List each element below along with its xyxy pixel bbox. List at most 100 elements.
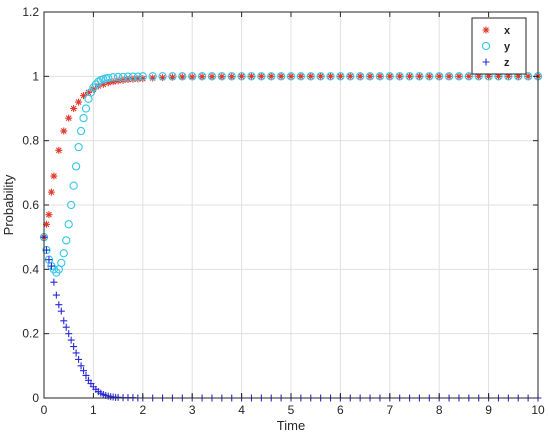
series-x-point <box>327 72 335 80</box>
series-y-point <box>188 72 197 81</box>
series-x-point <box>415 72 423 80</box>
series-x-point <box>514 72 522 80</box>
legend-y-label: y <box>504 41 511 53</box>
series-y-point <box>435 72 444 81</box>
series-y-point <box>425 72 434 81</box>
series-x-point <box>485 72 493 80</box>
series-z-point <box>82 371 90 379</box>
series-y-point <box>523 72 533 81</box>
series-x-point <box>60 127 68 135</box>
series-x-point <box>356 72 364 80</box>
series-z-point <box>77 362 85 370</box>
series-z-point <box>55 301 63 309</box>
series-x-point <box>307 72 315 80</box>
x-tick-label: 10 <box>531 403 545 417</box>
x-tick-label: 1 <box>90 403 97 417</box>
series-z-point <box>60 317 68 325</box>
series-y-point <box>346 72 355 81</box>
series-x-point <box>149 74 157 82</box>
series-x-point <box>257 72 265 80</box>
series-z-point <box>80 367 88 375</box>
series-y-point <box>316 72 325 81</box>
series-y-point <box>356 72 365 81</box>
series-x <box>40 72 542 241</box>
series-x-point <box>277 72 285 80</box>
series-x-point <box>494 72 502 80</box>
series-x-point <box>475 72 483 80</box>
series-x-point <box>386 72 394 80</box>
series-y-point <box>296 72 306 81</box>
series-y-point <box>375 72 385 81</box>
series-y-point <box>86 88 96 97</box>
series-y-point <box>123 72 133 81</box>
legend-z-label: z <box>504 57 510 69</box>
series-y-point <box>227 72 236 81</box>
series-y-point <box>91 80 101 89</box>
series-x-point <box>42 220 50 228</box>
y-tick-label: 0.4 <box>22 262 39 276</box>
series-x-point <box>99 80 107 88</box>
series-y-point <box>138 72 147 81</box>
legend-y-marker <box>481 41 491 51</box>
series-y-point <box>168 72 177 81</box>
x-axis-label: Time <box>277 418 305 433</box>
series-x-point <box>425 72 433 80</box>
series-x-point <box>218 73 226 81</box>
series-y-point <box>59 249 68 258</box>
series-x-point <box>188 73 196 81</box>
series-y-point <box>415 72 424 81</box>
y-tick-label: 0.8 <box>22 134 39 148</box>
x-tick-label: 9 <box>485 403 492 417</box>
series-x-point <box>376 72 384 80</box>
series-y-point <box>67 200 76 210</box>
x-tick-label: 6 <box>337 403 344 417</box>
series-y-point <box>113 72 123 82</box>
series-x-point <box>47 188 55 196</box>
series-y-point <box>118 72 128 82</box>
series-z <box>40 233 542 402</box>
series-z-point <box>50 278 58 286</box>
y-tick-label: 0 <box>32 391 39 405</box>
series-x-point <box>524 72 532 80</box>
series-x-point <box>406 72 414 80</box>
series-y-point <box>217 72 226 81</box>
legend: xyz <box>471 17 527 75</box>
series-y-point <box>178 72 187 81</box>
series-x-point <box>65 114 73 122</box>
series-y-point <box>42 245 51 255</box>
series-y-point <box>267 72 276 81</box>
series-x-point <box>159 74 167 82</box>
series-x-point <box>247 72 255 80</box>
series-x-point <box>336 72 344 80</box>
series-x-point <box>267 72 275 80</box>
y-tick-label: 1 <box>32 69 39 83</box>
series-y-point <box>62 236 71 245</box>
series-x-point <box>435 72 443 80</box>
x-tick-label: 0 <box>41 403 48 417</box>
series-y-point <box>257 72 266 81</box>
series-x-point <box>465 72 473 80</box>
series-y-point <box>247 72 256 81</box>
series-x-point <box>109 78 117 86</box>
series-x-point <box>198 73 206 81</box>
x-tick-label: 2 <box>139 403 146 417</box>
legend-z-marker <box>482 58 490 66</box>
x-tick-label: 4 <box>238 403 245 417</box>
series-y-point <box>94 77 103 86</box>
series-y-point <box>128 72 138 81</box>
series-z-point <box>67 336 75 344</box>
series-x-point <box>396 72 404 80</box>
series-y-point <box>71 162 81 171</box>
series-y-point <box>365 72 375 81</box>
series-y-point <box>336 72 345 81</box>
series-x-point <box>455 72 463 80</box>
y-tick-label: 1.2 <box>22 5 39 19</box>
series-x-point <box>317 72 325 80</box>
y-tick-label: 0.2 <box>22 327 39 341</box>
series-y-point <box>79 114 88 123</box>
series-x-point <box>366 72 374 80</box>
series-y-point <box>444 72 454 81</box>
series-y-point <box>395 72 404 81</box>
series-z-point <box>57 307 65 315</box>
